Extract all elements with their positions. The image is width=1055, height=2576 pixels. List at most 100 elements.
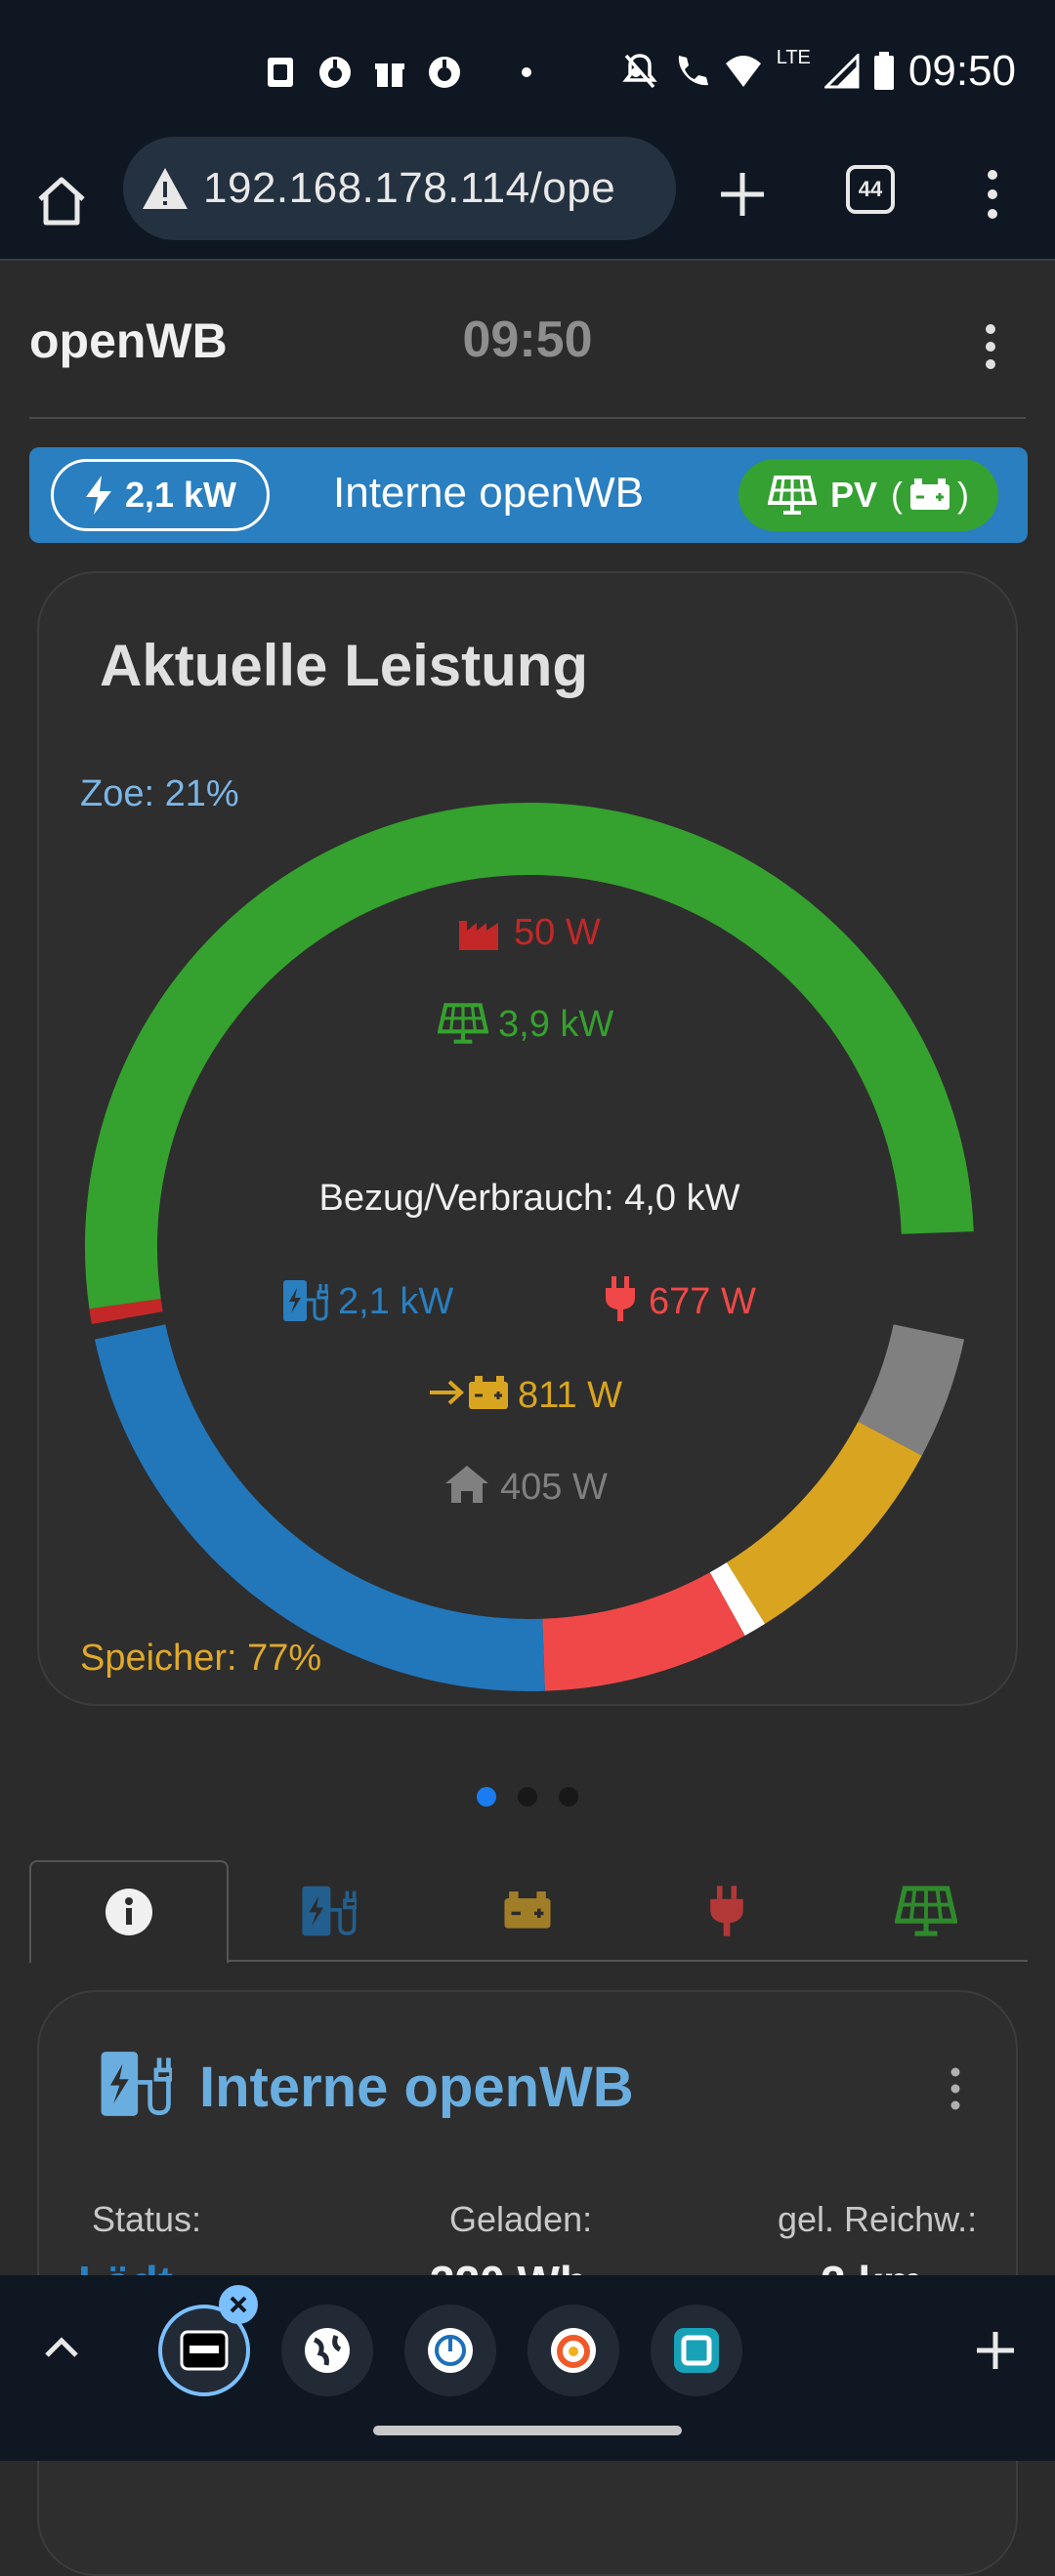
status-label: Status:	[92, 2199, 202, 2239]
browser-menu-icon[interactable]	[977, 165, 1008, 224]
dot-icon	[522, 67, 531, 77]
solar-panel-icon	[895, 1886, 957, 1936]
plug-icon	[710, 1886, 743, 1936]
charge-power-value: 2,1 kW	[124, 475, 237, 515]
tab-info[interactable]	[29, 1860, 229, 1964]
charge-arc	[94, 1324, 545, 1691]
vpn-icon	[264, 56, 297, 89]
url-text[interactable]: 192.168.178.114/ope	[203, 164, 616, 212]
app-title: openWB	[29, 313, 228, 368]
solar-panel-icon	[767, 476, 817, 515]
gift-icon	[373, 56, 406, 89]
info-icon	[106, 1889, 152, 1935]
power-card: Aktuelle Leistung Zoe: 21% Speicher: 77%…	[37, 571, 1018, 1706]
tab-site-4[interactable]	[528, 2305, 619, 2396]
house-arc	[858, 1323, 965, 1456]
charging-station-icon	[302, 1886, 357, 1936]
new-tab-icon[interactable]	[971, 2326, 1020, 2375]
chevron-up-icon[interactable]	[39, 2326, 84, 2371]
range-label: gel. Reichw.:	[778, 2199, 978, 2239]
tab-pv[interactable]	[826, 1860, 1026, 1962]
carousel-dot[interactable]	[559, 1787, 578, 1807]
close-tab-icon[interactable]	[219, 2285, 258, 2324]
tab-chargepoints[interactable]	[229, 1860, 428, 1962]
notification-icon	[318, 56, 352, 89]
carousel-dot[interactable]	[518, 1787, 537, 1807]
tab-battery[interactable]	[428, 1860, 627, 1962]
battery-arc	[726, 1421, 922, 1624]
house-power-value: 405 W	[500, 1467, 608, 1508]
notification-icons	[264, 49, 680, 96]
tab-site-2[interactable]	[281, 2305, 373, 2396]
charge-mode-badge[interactable]: PV ( )	[738, 459, 998, 531]
separator-arc	[709, 1561, 766, 1636]
app-menu-icon[interactable]	[977, 317, 1004, 376]
battery-icon	[910, 478, 950, 510]
mute-icon	[622, 54, 657, 89]
browser-toolbar: 192.168.178.114/ope 44	[0, 137, 1055, 261]
paren-close: )	[957, 475, 970, 515]
wifi-call-icon	[678, 56, 708, 86]
house-row: 405 W	[445, 1466, 608, 1508]
bolt-icon	[85, 476, 111, 515]
signal-icon	[823, 54, 860, 89]
battery-charge-value: 811 W	[518, 1375, 622, 1416]
house-icon	[445, 1466, 488, 1503]
consumption-summary: Bezug/Verbrauch: 4,0 kW	[319, 1178, 740, 1219]
header-divider	[29, 417, 1026, 419]
carousel-indicator	[0, 1787, 1055, 1807]
power-donut: 50 W 3,9 kW Bezug/Verbrauch: 4,0 kW 2,1 …	[85, 803, 974, 1691]
openwb-favicon-icon	[180, 2330, 229, 2371]
section-tabs	[29, 1860, 1028, 1964]
charged-label: Geladen:	[449, 2199, 593, 2239]
battery-icon	[873, 52, 894, 90]
charging-station-icon	[101, 2052, 172, 2116]
wifi-icon	[725, 56, 761, 87]
new-tab-icon[interactable]	[713, 165, 772, 224]
tab-openwb[interactable]	[158, 2305, 250, 2396]
charging-station-icon	[283, 1280, 328, 1321]
chargepoint-title: Interne openWB	[199, 2056, 634, 2119]
pv-row: 3,9 kW	[438, 1003, 613, 1045]
battery-row: 811 W	[430, 1375, 622, 1416]
dot-icon	[631, 67, 641, 77]
tab-count: 44	[858, 177, 883, 201]
device-power-value: 677 W	[649, 1281, 756, 1322]
warning-icon[interactable]	[141, 164, 190, 213]
tab-switcher-button[interactable]: 44	[846, 165, 895, 214]
device-arc	[541, 1571, 745, 1691]
power-card-title: Aktuelle Leistung	[100, 633, 589, 698]
pv-power-value: 3,9 kW	[498, 1004, 613, 1045]
status-bar: LTE 09:50	[0, 0, 1055, 142]
app-square-icon	[674, 2328, 719, 2373]
notification-icon	[428, 56, 461, 89]
status-time: 09:50	[907, 47, 1016, 95]
charge-power-badge: 2,1 kW	[51, 459, 270, 531]
battery-charge-icon	[430, 1376, 508, 1409]
address-bar[interactable]: 192.168.178.114/ope	[123, 137, 676, 240]
grid-export-value: 50 W	[514, 912, 601, 953]
charge-mode-label: PV	[829, 475, 878, 515]
device-row: 677 W	[606, 1276, 756, 1322]
system-icons: LTE 09:50	[622, 47, 1016, 96]
charge-power-readout: 2,1 kW	[338, 1281, 453, 1322]
vehicle-soc-label: Zoe: 21%	[80, 773, 239, 814]
carousel-dot[interactable]	[477, 1787, 496, 1807]
pv-arc	[85, 803, 974, 1309]
chargepoint-menu-icon[interactable]	[946, 2064, 965, 2113]
globe-icon	[305, 2328, 350, 2373]
plug-icon	[606, 1276, 635, 1321]
charge-row: 2,1 kW	[283, 1280, 453, 1322]
gesture-nav-handle[interactable]	[373, 2426, 682, 2435]
battery-icon	[504, 1891, 551, 1929]
app-clock: 09:50	[462, 312, 593, 368]
chargepoint-banner[interactable]: 2,1 kW Interne openWB PV ( )	[29, 447, 1028, 543]
tab-site-5[interactable]	[651, 2305, 742, 2396]
grid-row: 50 W	[459, 912, 601, 953]
storage-soc-label: Speicher: 77%	[80, 1638, 322, 1679]
tab-devices[interactable]	[627, 1860, 826, 1962]
tab-site-3[interactable]	[404, 2305, 496, 2396]
grafana-icon	[551, 2328, 596, 2373]
banner-title: Interne openWB	[333, 469, 644, 517]
home-icon[interactable]	[29, 169, 94, 233]
